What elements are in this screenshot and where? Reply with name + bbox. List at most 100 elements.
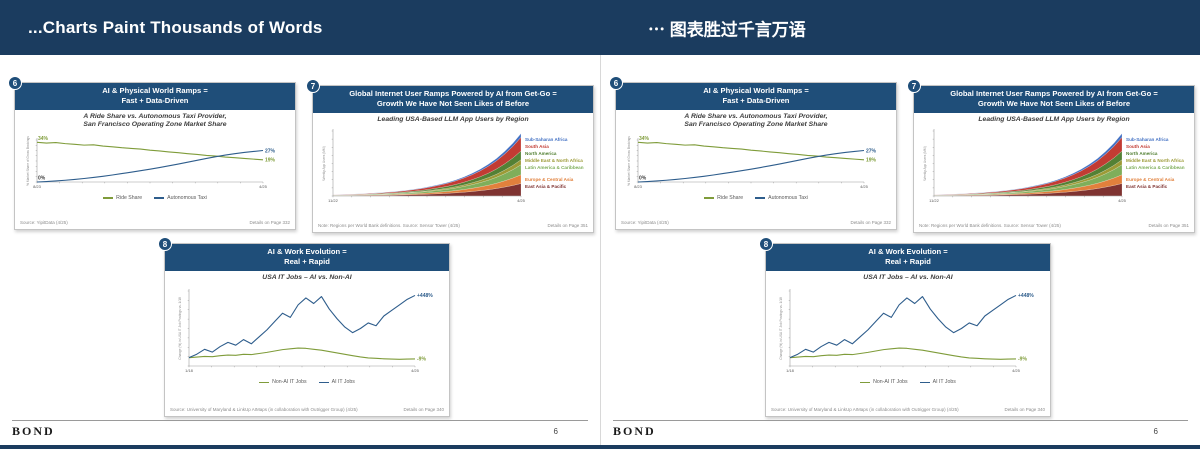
legend-swatch bbox=[318, 381, 329, 384]
rideshare-line-chart: 8/23 4/25 % Market Share of Gross Bookings… bbox=[627, 136, 877, 189]
card-subtitle: USA IT Jobs – AI vs. Non-AI bbox=[766, 271, 1050, 284]
card-subtitle-line2: San Francisco Operating Zone Market Shar… bbox=[83, 121, 227, 129]
svg-text:0%: 0% bbox=[38, 176, 46, 182]
legend-swatch bbox=[154, 197, 165, 199]
legend-item: North America bbox=[1126, 151, 1158, 157]
card-title: AI & Work Evolution = Real + Rapid bbox=[165, 244, 449, 271]
svg-text:27%: 27% bbox=[866, 148, 877, 154]
card-title-line1: Global Internet User Ramps Powered by AI… bbox=[349, 89, 557, 98]
legend-item: South Asia bbox=[525, 144, 549, 150]
card-title-line1: AI & Work Evolution = bbox=[267, 247, 347, 256]
card-subtitle-line1: Leading USA-Based LLM App Users by Regio… bbox=[377, 115, 529, 123]
legend-swatch bbox=[860, 381, 871, 384]
card-title: AI & Physical World Ramps = Fast + Data-… bbox=[15, 83, 295, 110]
legend-item: Sub-Saharan Africa bbox=[525, 137, 568, 143]
card-subtitle-line1: USA IT Jobs – AI vs. Non-AI bbox=[262, 273, 352, 281]
llm-users-chart-area: 11/22 4/25 Weekly App Users (MM) Sub-Sahar… bbox=[313, 125, 593, 207]
it-jobs-line-chart: 1/18 4/25 Change (%) in USA IT Job Posting… bbox=[178, 289, 433, 373]
card-work-evolution: 8 AI & Work Evolution = Real + Rapid USA… bbox=[759, 237, 1051, 417]
card-title-line1: AI & Physical World Ramps = bbox=[102, 86, 208, 95]
llm-users-stacked-area-chart: 11/22 4/25 Weekly App Users (MM) bbox=[923, 129, 1126, 203]
legend-label: Autonomous Taxi bbox=[768, 195, 808, 202]
svg-text:+448%: +448% bbox=[1018, 294, 1034, 300]
svg-text:Weekly App Users (MM): Weekly App Users (MM) bbox=[923, 147, 927, 181]
card-title-line2: Real + Rapid bbox=[284, 257, 330, 267]
legend-item: Latin America & Caribbean bbox=[1126, 165, 1185, 171]
svg-text:4/25: 4/25 bbox=[259, 184, 268, 189]
source-note: Note: Regions per World Bank definitions… bbox=[318, 223, 460, 229]
card-number-badge: 8 bbox=[158, 237, 172, 251]
details-page-note: Details on Page 332 bbox=[249, 220, 290, 226]
it-jobs-chart-area: 1/18 4/25 Change (%) in USA IT Job Posting… bbox=[165, 283, 449, 378]
card-title-line1: Global Internet User Ramps Powered by AI… bbox=[950, 89, 1158, 98]
card-title-line2: Growth We Have Not Seen Likes of Before bbox=[376, 99, 530, 109]
svg-text:-9%: -9% bbox=[1018, 357, 1027, 363]
source-note: Source: YipitData (4/25) bbox=[621, 220, 669, 226]
legend-item: Europe & Central Asia bbox=[525, 177, 574, 183]
source-note: Source: YipitData (4/25) bbox=[20, 220, 68, 226]
card-subtitle-line1: Leading USA-Based LLM App Users by Regio… bbox=[978, 115, 1130, 123]
card-work-evolution: 8 AI & Work Evolution = Real + Rapid USA… bbox=[158, 237, 450, 417]
details-page-note: Details on Page 340 bbox=[1004, 407, 1045, 413]
legend-item: Non-AI IT Jobs bbox=[860, 379, 908, 385]
legend-item: AI IT Jobs bbox=[318, 379, 355, 385]
card-title-line2: Real + Rapid bbox=[885, 257, 931, 267]
card-internet-user-ramps: 7 Global Internet User Ramps Powered by … bbox=[306, 79, 594, 233]
svg-text:4/25: 4/25 bbox=[860, 184, 869, 189]
slide-footer: BOND 6 bbox=[12, 420, 588, 439]
legend-label: Ride Share bbox=[116, 195, 143, 202]
card-title: AI & Physical World Ramps = Fast + Data-… bbox=[616, 83, 896, 110]
card-physical-world-ramps: 6 AI & Physical World Ramps = Fast + Dat… bbox=[609, 76, 897, 230]
source-note: Source: University of Maryland & LinkUp … bbox=[170, 407, 358, 413]
legend-item: AI IT Jobs bbox=[919, 379, 956, 385]
svg-text:4/25: 4/25 bbox=[1118, 198, 1126, 203]
legend-label: Autonomous Taxi bbox=[167, 195, 207, 202]
card-footnote-row: Note: Regions per World Bank definitions… bbox=[919, 223, 1189, 229]
svg-text:27%: 27% bbox=[265, 148, 276, 154]
svg-text:Weekly App Users (MM): Weekly App Users (MM) bbox=[322, 147, 326, 181]
llm-users-chart-area: 11/22 4/25 Weekly App Users (MM) Sub-Sahar… bbox=[914, 125, 1194, 207]
legend-item: Middle East & North Africa bbox=[525, 158, 583, 164]
it-jobs-legend: Non-AI IT Jobs AI IT Jobs bbox=[766, 379, 1050, 385]
legend-swatch bbox=[919, 381, 930, 384]
region-legend: Sub-Saharan Africa South Asia North Americ… bbox=[1126, 125, 1190, 190]
svg-text:+448%: +448% bbox=[417, 294, 433, 300]
legend-swatch bbox=[755, 197, 766, 199]
rideshare-line-chart: 8/23 4/25 % Market Share of Gross Bookings… bbox=[26, 136, 276, 189]
svg-text:4/25: 4/25 bbox=[1012, 368, 1021, 373]
slide-half-right: 6 AI & Physical World Ramps = Fast + Dat… bbox=[600, 55, 1200, 445]
legend-swatch bbox=[704, 197, 715, 199]
legend-item: North America bbox=[525, 151, 557, 157]
svg-text:Change (%) in USA IT Job Posti: Change (%) in USA IT Job Postings vs. 1/… bbox=[178, 297, 182, 360]
details-page-note: Details on Page 351 bbox=[547, 223, 588, 229]
svg-text:4/25: 4/25 bbox=[411, 368, 420, 373]
card-title: Global Internet User Ramps Powered by AI… bbox=[313, 86, 593, 113]
svg-text:34%: 34% bbox=[639, 136, 650, 142]
svg-text:34%: 34% bbox=[38, 136, 49, 142]
legend-item: East Asia & Pacific bbox=[525, 184, 567, 190]
source-note: Source: University of Maryland & LinkUp … bbox=[771, 407, 959, 413]
it-jobs-legend: Non-AI IT Jobs AI IT Jobs bbox=[165, 379, 449, 385]
rideshare-chart-area: 8/23 4/25 % Market Share of Gross Bookings… bbox=[616, 131, 896, 194]
card-number-badge: 7 bbox=[907, 79, 921, 93]
details-page-note: Details on Page 332 bbox=[850, 220, 891, 226]
svg-text:8/23: 8/23 bbox=[634, 184, 643, 189]
card-title-line2: Fast + Data-Driven bbox=[722, 96, 790, 106]
card-footnote-row: Source: University of Maryland & LinkUp … bbox=[170, 407, 444, 413]
legend-item: Non-AI IT Jobs bbox=[259, 379, 307, 385]
legend-label: Non-AI IT Jobs bbox=[873, 379, 908, 386]
source-note: Note: Regions per World Bank definitions… bbox=[919, 223, 1061, 229]
slide-header-band: ...Charts Paint Thousands of Words ⋯ 图表胜… bbox=[0, 0, 1200, 55]
card-subtitle: A Ride Share vs. Autonomous Taxi Provide… bbox=[616, 110, 896, 132]
card-subtitle-line1: USA IT Jobs – AI vs. Non-AI bbox=[863, 273, 953, 281]
card-title-line1: AI & Physical World Ramps = bbox=[703, 86, 809, 95]
slide-footer: BOND 6 bbox=[613, 420, 1188, 439]
svg-text:1/18: 1/18 bbox=[786, 368, 795, 373]
legend-label: Ride Share bbox=[717, 195, 744, 202]
llm-users-stacked-area-chart: 11/22 4/25 Weekly App Users (MM) bbox=[322, 129, 525, 203]
rideshare-legend: Ride Share Autonomous Taxi bbox=[15, 195, 295, 201]
card-subtitle: Leading USA-Based LLM App Users by Regio… bbox=[914, 113, 1194, 126]
slide-title-english: ...Charts Paint Thousands of Words bbox=[28, 17, 323, 37]
slide-half-left: 6 AI & Physical World Ramps = Fast + Dat… bbox=[0, 55, 600, 445]
bond-logo: BOND bbox=[12, 424, 55, 438]
